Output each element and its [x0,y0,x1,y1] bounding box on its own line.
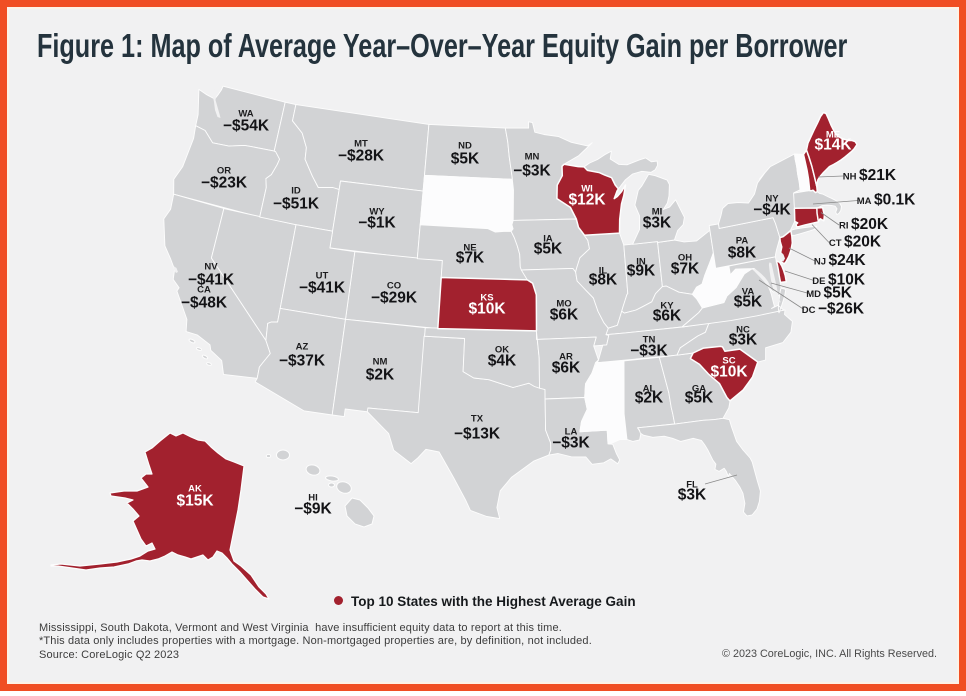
svg-text:$10K: $10K [828,272,866,289]
svg-text:HI: HI [308,493,318,504]
svg-text:RI: RI [839,221,849,232]
svg-text:−$1K: −$1K [358,215,396,232]
svg-text:TX: TX [471,414,484,425]
svg-text:$0.1K: $0.1K [874,192,916,209]
svg-text:IA: IA [543,234,553,245]
svg-text:$5K: $5K [451,151,480,168]
svg-text:KY: KY [660,301,674,312]
svg-text:−$3K: −$3K [552,435,590,452]
svg-text:MT: MT [354,139,368,150]
svg-text:−$54K: −$54K [223,118,270,135]
svg-text:ME: ME [826,130,840,141]
svg-text:$21K: $21K [859,167,897,184]
svg-text:MO: MO [556,299,571,310]
svg-text:$7K: $7K [456,250,485,267]
svg-text:NV: NV [204,262,218,273]
svg-text:SC: SC [722,356,735,367]
svg-text:IL: IL [599,266,608,277]
svg-text:WI: WI [581,184,593,195]
svg-text:$6K: $6K [552,360,581,377]
svg-text:$9K: $9K [627,263,656,280]
svg-text:NY: NY [765,194,779,205]
svg-text:MN: MN [525,152,540,163]
svg-text:IN: IN [636,257,646,268]
svg-text:$3K: $3K [729,332,758,349]
svg-text:NC: NC [736,325,750,336]
svg-text:VA: VA [742,287,755,298]
svg-text:−$4K: −$4K [753,202,791,219]
svg-text:$5K: $5K [824,285,853,302]
svg-text:MD: MD [806,289,821,300]
svg-text:NM: NM [373,357,388,368]
svg-text:WY: WY [369,207,385,218]
svg-text:−$23K: −$23K [201,175,248,192]
svg-text:OR: OR [217,166,231,177]
svg-text:$8K: $8K [728,245,757,262]
svg-text:$2K: $2K [366,367,395,384]
svg-text:$15K: $15K [176,493,214,510]
svg-text:KS: KS [480,293,493,304]
svg-text:ND: ND [458,141,472,152]
svg-text:$4K: $4K [488,353,517,370]
svg-text:$7K: $7K [671,261,700,278]
svg-text:$20K: $20K [851,216,889,233]
svg-text:−$28K: −$28K [338,148,385,165]
svg-text:DC: DC [802,305,816,316]
svg-text:LA: LA [565,427,578,438]
svg-text:$2K: $2K [635,390,664,407]
svg-text:$3K: $3K [678,487,707,504]
svg-text:$6K: $6K [653,308,682,325]
svg-text:$20K: $20K [844,234,882,251]
svg-text:−$29K: −$29K [371,290,418,307]
svg-text:$5K: $5K [734,294,763,311]
svg-text:PA: PA [736,236,749,247]
svg-text:$12K: $12K [568,192,606,209]
svg-text:DE: DE [812,276,825,287]
svg-text:MA: MA [857,196,872,207]
svg-text:$3K: $3K [643,215,672,232]
svg-text:$10K: $10K [468,301,506,318]
svg-text:CT: CT [829,238,842,249]
svg-text:$6K: $6K [550,307,579,324]
svg-text:−$41K: −$41K [188,272,235,289]
svg-text:−$9K: −$9K [294,501,332,518]
svg-text:−$13K: −$13K [454,426,501,443]
svg-text:$14K: $14K [814,137,852,154]
svg-text:$5K: $5K [534,241,563,258]
svg-text:FL: FL [686,480,698,491]
svg-text:NE: NE [463,243,476,254]
svg-text:OK: OK [495,345,509,356]
svg-text:−$3K: −$3K [513,163,551,180]
svg-text:AR: AR [559,352,573,363]
svg-text:UT: UT [316,271,329,282]
svg-text:AK: AK [188,484,202,495]
svg-text:GA: GA [692,384,706,395]
svg-text:$10K: $10K [710,364,748,381]
svg-text:WA: WA [238,109,253,120]
svg-text:−$41K: −$41K [299,280,346,297]
svg-text:$8K: $8K [589,272,618,289]
svg-text:ID: ID [291,186,301,197]
svg-text:CO: CO [387,281,401,292]
svg-text:MI: MI [652,207,663,218]
svg-text:AL: AL [643,384,656,395]
svg-text:NH: NH [843,172,857,183]
svg-text:−$26K: −$26K [818,301,865,318]
svg-text:AZ: AZ [296,342,309,353]
svg-text:−$51K: −$51K [273,196,320,213]
svg-text:−$37K: −$37K [279,353,326,370]
svg-text:−$48K: −$48K [181,295,228,312]
svg-text:NJ: NJ [814,257,826,268]
svg-text:OH: OH [678,253,692,264]
svg-text:−$3K: −$3K [630,343,668,360]
svg-text:$24K: $24K [829,252,867,269]
svg-text:$5K: $5K [685,390,714,407]
svg-text:CA: CA [197,285,211,296]
svg-text:TN: TN [643,335,656,346]
